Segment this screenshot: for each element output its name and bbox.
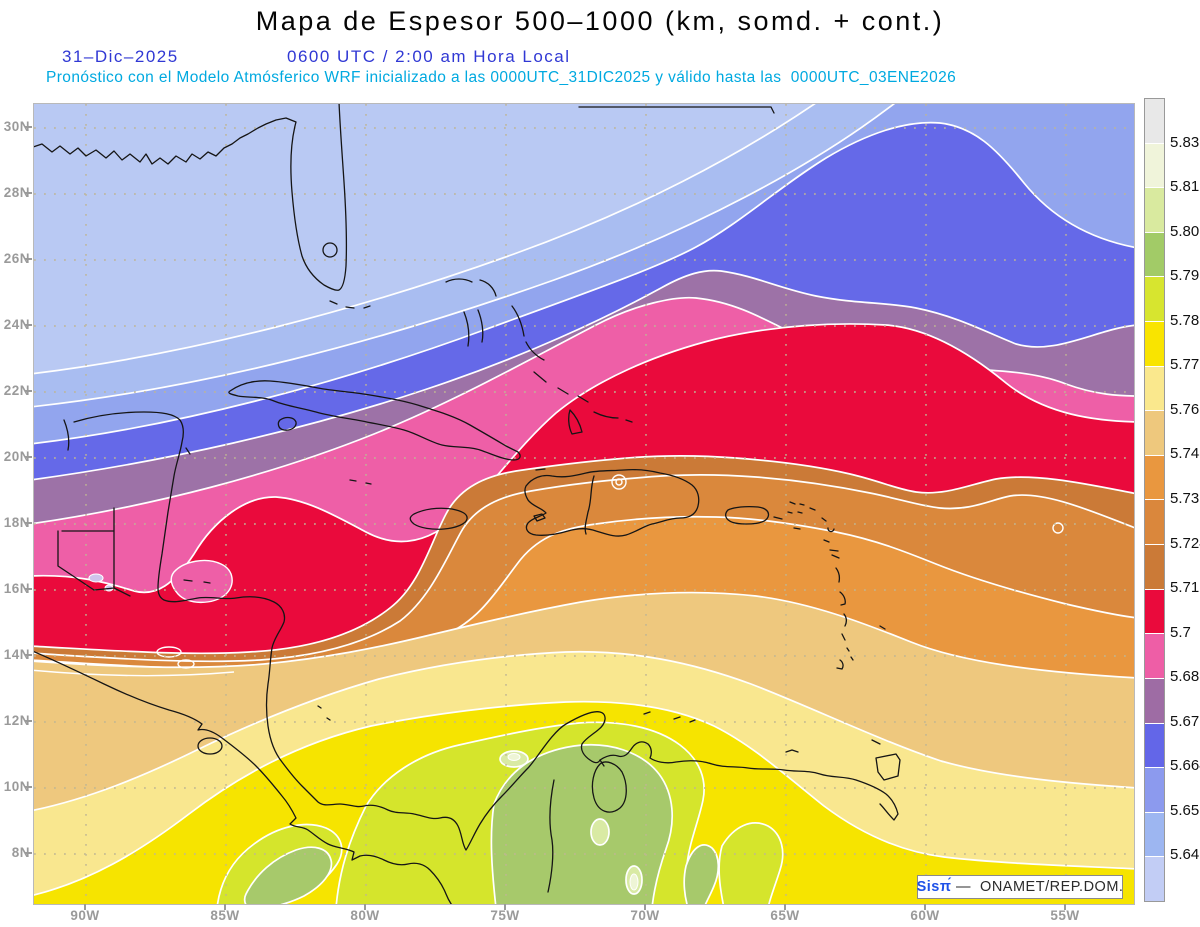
forecast-date: 31–Dic–2025 <box>62 47 179 66</box>
lat-tick <box>25 720 32 722</box>
lat-label-16N: 16N <box>3 581 30 596</box>
lat-tick <box>25 258 32 260</box>
colorbar-cell-11 <box>1145 588 1164 634</box>
forecast-description: Pronóstico con el Modelo Atmósferico WRF… <box>46 69 957 86</box>
lon-label-85W: 85W <box>210 908 240 923</box>
colorbar-cell-1 <box>1145 142 1164 188</box>
watermark-box: Sisπ́ — ONAMET/REP.DOM. <box>917 875 1123 899</box>
lat-label-28N: 28N <box>3 185 30 200</box>
lat-label-22N: 22N <box>3 383 30 398</box>
colorbar-cell-13 <box>1145 677 1164 723</box>
extra-contour-lines <box>34 474 1064 677</box>
colorbar-cell-15 <box>1145 767 1164 812</box>
lon-tick <box>924 904 926 910</box>
lat-tick <box>25 588 32 590</box>
lat-tick <box>25 654 32 656</box>
colorbar-cell-10 <box>1145 544 1164 589</box>
lat-tick <box>25 390 32 392</box>
colorbar <box>1144 98 1165 902</box>
lat-tick <box>25 852 32 854</box>
map-canvas <box>33 103 1135 905</box>
lat-label-8N: 8N <box>11 845 30 860</box>
colorbar-level-5.7: 5.7 <box>1170 623 1191 641</box>
colorbar-cell-7 <box>1145 410 1164 455</box>
lat-label-14N: 14N <box>3 647 30 662</box>
lat-tick <box>25 192 32 194</box>
colorbar-cell-3 <box>1145 231 1164 277</box>
watermark-suffix: — ONAMET/REP.DOM. <box>951 879 1124 895</box>
lat-label-20N: 20N <box>3 449 30 464</box>
colorbar-level-5.724: 5.724 <box>1170 534 1200 552</box>
lat-label-10N: 10N <box>3 779 30 794</box>
gridlines <box>34 104 1134 904</box>
colorbar-level-5.652: 5.652 <box>1170 801 1200 819</box>
lon-tick <box>84 904 86 910</box>
colorbar-level-5.795: 5.795 <box>1170 267 1200 285</box>
lon-label-75W: 75W <box>490 908 520 923</box>
colorbar-cell-5 <box>1145 321 1164 366</box>
lon-label-70W: 70W <box>630 908 660 923</box>
lat-label-18N: 18N <box>3 515 30 530</box>
colorbar-level-5.819: 5.819 <box>1170 178 1200 196</box>
colorbar-level-5.748: 5.748 <box>1170 445 1200 463</box>
colorbar-cell-12 <box>1145 633 1164 678</box>
coastlines <box>34 104 901 904</box>
colorbar-level-5.712: 5.712 <box>1170 579 1200 597</box>
colorbar-level-5.736: 5.736 <box>1170 490 1200 507</box>
lon-label-60W: 60W <box>910 908 940 923</box>
colorbar-cell-14 <box>1145 722 1164 768</box>
lat-tick <box>25 126 32 128</box>
lon-label-80W: 80W <box>350 908 380 923</box>
colorbar-cell-6 <box>1145 365 1164 411</box>
lon-tick <box>224 904 226 910</box>
lon-label-65W: 65W <box>770 908 800 923</box>
colorbar-level-5.688: 5.688 <box>1170 668 1200 686</box>
lon-label-90W: 90W <box>70 908 100 923</box>
page-title: Mapa de Espesor 500–1000 (km, somd. + co… <box>255 6 945 36</box>
lon-label-55W: 55W <box>1050 908 1080 923</box>
lat-tick <box>25 786 32 788</box>
lat-tick <box>25 324 32 326</box>
colorbar-level-5.831: 5.831 <box>1170 133 1200 151</box>
lat-label-26N: 26N <box>3 251 30 266</box>
lat-tick <box>25 522 32 524</box>
forecast-time: 0600 UTC / 2:00 am Hora Local <box>287 47 571 66</box>
lat-label-24N: 24N <box>3 317 30 332</box>
colorbar-cell-4 <box>1145 276 1164 322</box>
lat-label-12N: 12N <box>3 713 30 728</box>
lat-label-30N: 30N <box>3 119 30 134</box>
colorbar-level-5.664: 5.664 <box>1170 757 1200 775</box>
colorbar-cell-8 <box>1145 454 1164 500</box>
lon-tick <box>364 904 366 910</box>
thickness-contour-map <box>34 104 1134 904</box>
lon-tick <box>504 904 506 910</box>
watermark-brand: Sisπ́ <box>916 879 952 895</box>
lat-tick <box>25 456 32 458</box>
colorbar-level-5.772: 5.772 <box>1170 356 1200 374</box>
colorbar-cell-16 <box>1145 811 1164 857</box>
lon-tick <box>784 904 786 910</box>
lon-tick <box>644 904 646 910</box>
colorbar-cell-9 <box>1145 499 1164 545</box>
colorbar-cell-17 <box>1145 856 1164 901</box>
colorbar-level-5.76: 5.76 <box>1170 400 1200 418</box>
colorbar-level-5.807: 5.807 <box>1170 222 1200 240</box>
colorbar-cell-0 <box>1145 99 1164 143</box>
colorbar-level-5.783: 5.783 <box>1170 311 1200 329</box>
colorbar-level-5.676: 5.676 <box>1170 712 1200 730</box>
lon-tick <box>1064 904 1066 910</box>
colorbar-level-5.64: 5.64 <box>1170 846 1200 864</box>
contour-band-fills <box>34 104 1134 904</box>
colorbar-cell-2 <box>1145 187 1164 232</box>
